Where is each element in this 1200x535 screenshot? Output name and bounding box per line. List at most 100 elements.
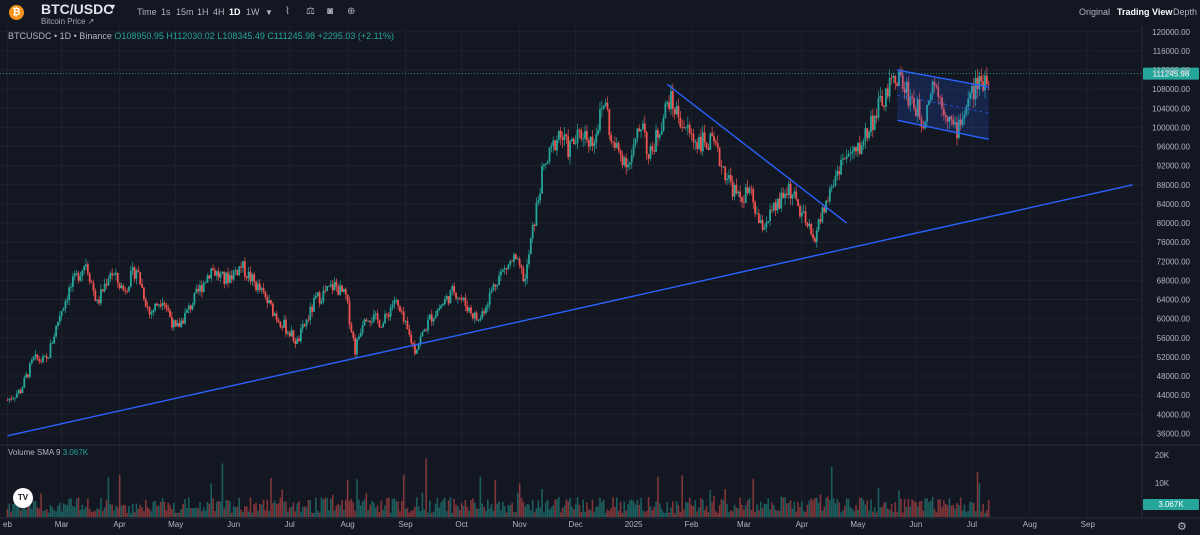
candle-body xyxy=(477,320,480,321)
candle-body xyxy=(984,75,986,91)
candle-body xyxy=(505,268,508,270)
candle-body xyxy=(845,156,848,159)
candle-body xyxy=(195,288,198,293)
candle-body xyxy=(83,266,86,271)
candle-body xyxy=(425,329,428,331)
candle-body xyxy=(546,161,549,164)
tab-4h[interactable]: 4H xyxy=(213,7,225,17)
volume-bar xyxy=(771,502,773,517)
candle-body xyxy=(193,292,196,305)
symbol-subtitle[interactable]: Bitcoin Price ↗ xyxy=(41,17,95,26)
candle-body xyxy=(124,290,127,292)
candle-body xyxy=(212,268,214,271)
candle-body xyxy=(531,224,534,239)
volume-bar xyxy=(230,512,233,517)
candle-body xyxy=(350,324,353,332)
candle-body xyxy=(333,281,336,291)
y-tick-label: 68000.00 xyxy=(1157,276,1191,285)
candle-body xyxy=(569,141,571,157)
camera-icon[interactable]: ◙ xyxy=(327,6,334,17)
candle-body xyxy=(90,281,93,283)
volume-bar xyxy=(967,510,969,517)
candle-body xyxy=(271,303,274,316)
volume-bar xyxy=(582,499,584,517)
volume-bar xyxy=(201,511,203,517)
view-depth[interactable]: Depth xyxy=(1173,7,1198,17)
chevron-down-icon[interactable]: ▼ xyxy=(108,2,117,12)
candle-body xyxy=(457,297,459,299)
volume-bar xyxy=(180,508,183,517)
tradingview-logo[interactable]: TV xyxy=(13,488,33,508)
volume-bar xyxy=(698,507,700,517)
volume-bar xyxy=(627,503,629,517)
candle-body xyxy=(384,313,386,324)
volume-bar xyxy=(808,500,811,517)
volume-bar xyxy=(724,488,726,517)
volume-bar xyxy=(853,511,855,517)
tab-1h[interactable]: 1H xyxy=(197,7,209,17)
candle-body xyxy=(143,287,145,300)
volume-bar xyxy=(202,507,205,517)
candle-body xyxy=(232,270,235,280)
volume-bar xyxy=(378,512,381,517)
volume-bar xyxy=(928,502,930,517)
tab-1s[interactable]: 1s xyxy=(161,7,171,17)
candle-body xyxy=(864,128,867,141)
volume-bar xyxy=(642,510,644,517)
volume-bar xyxy=(580,512,583,517)
x-tick-label: Sep xyxy=(1081,520,1096,529)
x-tick-label: Oct xyxy=(455,520,468,529)
volume-bar xyxy=(640,497,642,517)
volume-bar xyxy=(79,509,82,517)
candle-body xyxy=(541,166,543,194)
candle-body xyxy=(976,77,979,90)
candle-body xyxy=(178,322,181,328)
volume-bar xyxy=(412,509,414,517)
volume-bar xyxy=(352,502,355,517)
more-timeframes-icon[interactable]: ▼ xyxy=(265,8,273,17)
tab-1d[interactable]: 1D xyxy=(229,7,241,17)
candle-body xyxy=(791,194,794,199)
volume-bar xyxy=(354,510,356,517)
volume-bar xyxy=(791,508,794,517)
volume-bar xyxy=(849,507,852,517)
candle-body xyxy=(200,285,203,292)
volume-bar xyxy=(636,500,639,517)
candle-body xyxy=(911,96,914,99)
candle-body xyxy=(847,154,850,157)
add-icon[interactable]: ⊕ xyxy=(347,6,356,17)
candle-body xyxy=(111,273,114,276)
compare-icon[interactable]: ⚖ xyxy=(306,6,315,17)
volume-bar xyxy=(984,512,986,517)
tab-1w[interactable]: 1W xyxy=(246,7,260,17)
candle-body xyxy=(221,271,224,274)
tab-15m[interactable]: 15m xyxy=(176,7,194,17)
candle-body xyxy=(969,92,971,99)
volume-bar xyxy=(374,507,377,517)
candle-body xyxy=(131,267,134,271)
volume-bar xyxy=(116,507,119,517)
candle-body xyxy=(481,311,484,319)
candle-body xyxy=(449,290,452,304)
view-trading-view[interactable]: Trading View xyxy=(1117,7,1173,17)
symbol-title[interactable]: BTC/USDC xyxy=(41,1,114,17)
volume-bar xyxy=(236,506,239,517)
volume-bar xyxy=(339,505,341,517)
candle-body xyxy=(752,189,755,203)
candle-body xyxy=(939,96,942,98)
candle-body xyxy=(371,321,373,323)
candle-body xyxy=(389,307,392,317)
tab-time[interactable]: Time xyxy=(137,7,157,17)
settings-icon[interactable]: ⚙ xyxy=(1177,521,1187,533)
candle-body xyxy=(380,326,383,328)
candle-body xyxy=(922,126,925,129)
view-original[interactable]: Original xyxy=(1079,7,1111,17)
candle-body xyxy=(57,321,59,326)
volume-bar xyxy=(130,512,132,517)
candle-body xyxy=(516,258,519,260)
indicator-icon[interactable]: ⌇ xyxy=(285,6,290,17)
candle-body xyxy=(832,185,835,188)
candle-body xyxy=(301,324,304,329)
volume-bar xyxy=(303,506,306,517)
